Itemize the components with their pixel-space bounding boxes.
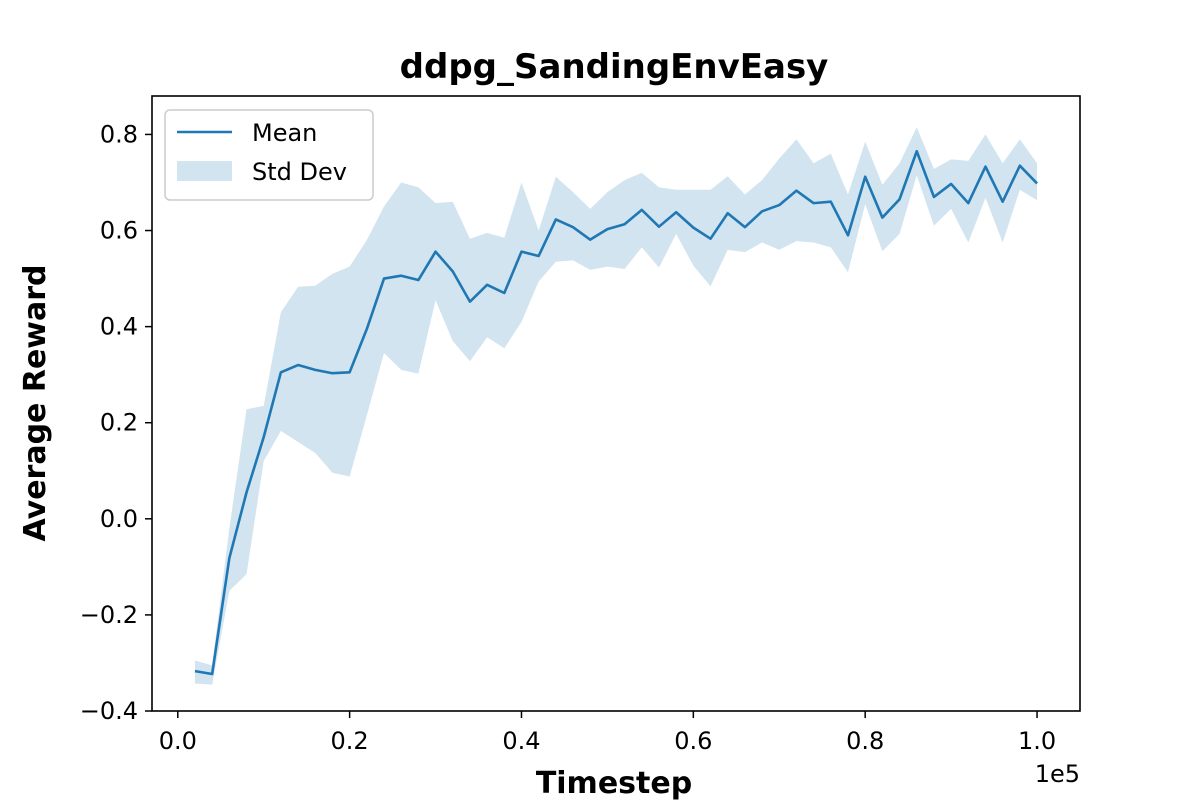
legend: Mean Std Dev bbox=[165, 110, 373, 200]
legend-std-swatch bbox=[177, 161, 232, 181]
x-axis-label: Timestep bbox=[536, 766, 692, 800]
y-axis-ticks: −0.4 −0.2 0.0 0.2 0.4 0.6 0.8 bbox=[80, 120, 152, 725]
x-tick-label: 0.6 bbox=[674, 727, 712, 755]
x-tick-label: 0.4 bbox=[502, 727, 540, 755]
y-axis-label: Average Reward bbox=[18, 264, 53, 541]
y-tick-label: 0.6 bbox=[100, 217, 138, 245]
legend-std-label: Std Dev bbox=[252, 158, 347, 186]
std-dev-band bbox=[195, 127, 1037, 684]
legend-mean-label: Mean bbox=[252, 119, 317, 147]
y-tick-label: 0.0 bbox=[100, 505, 138, 533]
std-band-layer bbox=[195, 127, 1037, 684]
y-tick-label: 0.8 bbox=[100, 120, 138, 148]
y-tick-label: 0.4 bbox=[100, 313, 138, 341]
y-tick-label: −0.2 bbox=[80, 601, 138, 629]
y-tick-label: −0.4 bbox=[80, 697, 138, 725]
x-axis-ticks: 0.0 0.2 0.4 0.6 0.8 1.0 bbox=[159, 711, 1056, 755]
x-offset-label: 1e5 bbox=[1035, 760, 1080, 788]
y-tick-label: 0.2 bbox=[100, 409, 138, 437]
x-tick-label: 0.8 bbox=[846, 727, 884, 755]
x-tick-label: 0.2 bbox=[331, 727, 369, 755]
x-tick-label: 1.0 bbox=[1018, 727, 1056, 755]
x-tick-label: 0.0 bbox=[159, 727, 197, 755]
chart-title: ddpg_SandingEnvEasy bbox=[400, 47, 829, 87]
